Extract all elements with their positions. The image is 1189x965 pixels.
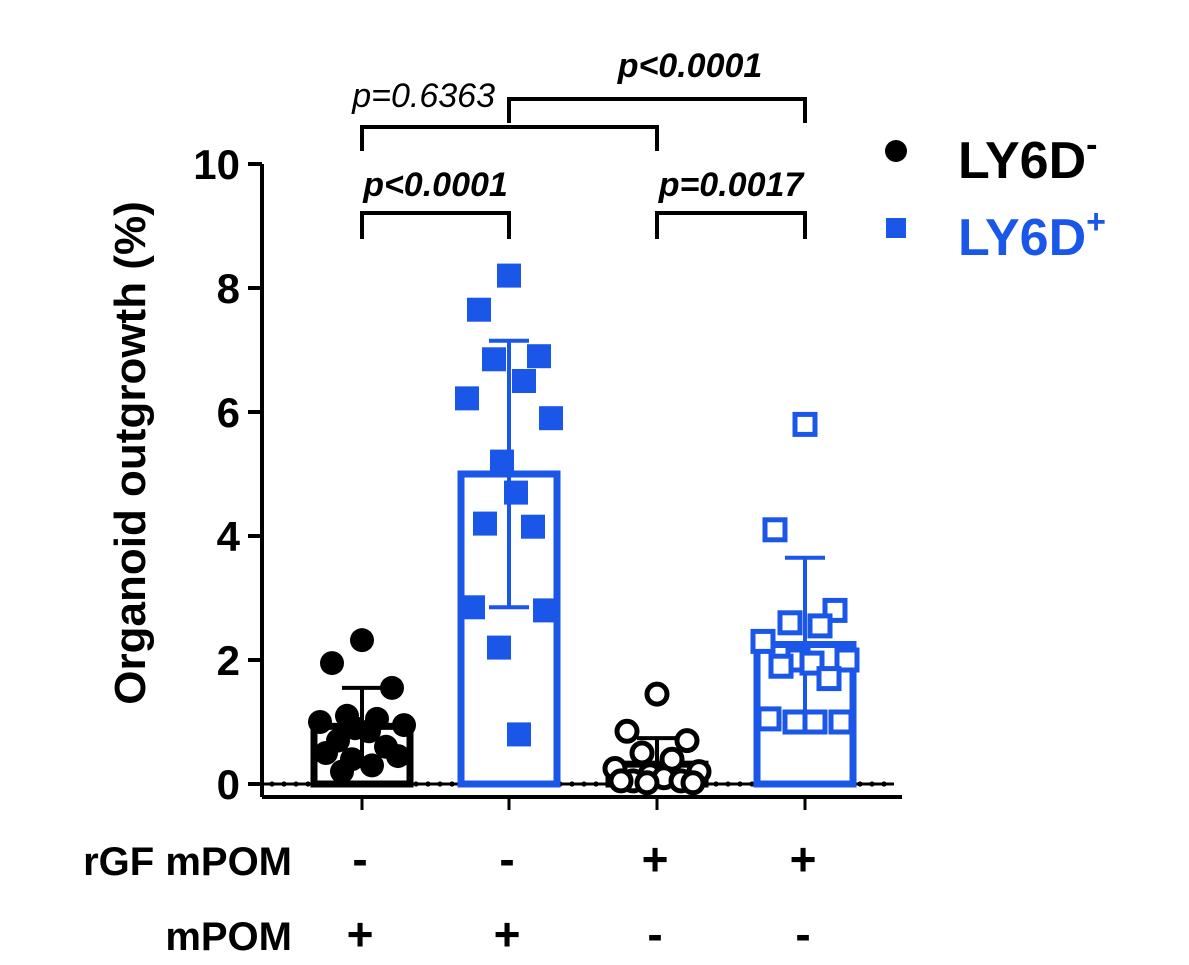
p-value-label: p<0.0001 xyxy=(617,47,763,85)
y-tick-label: 4 xyxy=(217,513,241,560)
legend-marker xyxy=(885,140,907,162)
zero-line-dot xyxy=(737,781,743,787)
zero-line-dot xyxy=(281,781,287,787)
data-point-g1 xyxy=(360,753,384,778)
legend-label-superscript: - xyxy=(1086,126,1097,164)
comparison-bracket xyxy=(507,97,807,123)
y-axis-label: Organoid outgrowth (%) xyxy=(106,201,155,704)
zero-line-dot xyxy=(725,781,731,787)
data-point-g1 xyxy=(308,710,332,734)
data-point-g1 xyxy=(320,651,344,676)
y-tick-label: 8 xyxy=(217,265,240,312)
data-point-g1 xyxy=(357,719,381,744)
zero-line-dot xyxy=(293,781,299,787)
data-point-g4 xyxy=(807,613,833,639)
data-point-g2 xyxy=(455,386,479,411)
plot-area: 0 2 4 6 8 10 p<0.0001 p=0.0017 p=0.6363 p<0.0001 L… xyxy=(83,47,1106,960)
data-point-g2 xyxy=(527,344,551,369)
data-point-g3 xyxy=(634,770,660,796)
p-value-label: p=0.6363 xyxy=(351,77,495,115)
data-point-g1 xyxy=(330,759,354,784)
data-point-g2 xyxy=(533,598,557,623)
data-point-g3 xyxy=(644,681,670,707)
data-point-g2 xyxy=(487,635,511,660)
y-tick-label: 2 xyxy=(217,637,240,684)
data-point-g4 xyxy=(750,628,776,654)
condition-row-label: rGF mPOM xyxy=(83,840,292,884)
zero-line-dot xyxy=(269,781,275,787)
data-point-g4 xyxy=(802,709,828,735)
y-tick-label: 10 xyxy=(193,141,240,188)
condition-row-label: mPOM xyxy=(165,915,292,959)
data-point-g4 xyxy=(777,610,803,636)
zero-line-dot xyxy=(869,781,875,787)
data-point-g4 xyxy=(816,666,842,692)
data-point-g4 xyxy=(768,653,794,679)
zero-line-dot xyxy=(749,781,755,787)
data-point-g2 xyxy=(473,511,497,536)
data-point-g2 xyxy=(504,480,528,505)
data-point-g2 xyxy=(467,297,491,322)
legend-label: LY6D+ xyxy=(958,203,1106,267)
data-point-g2 xyxy=(482,347,506,372)
p-value-label: p=0.0017 xyxy=(658,166,806,204)
condition-value: - xyxy=(647,908,662,960)
data-point-g2 xyxy=(539,406,563,431)
data-point-g3 xyxy=(614,718,640,744)
data-point-g3 xyxy=(674,728,700,754)
data-point-g2 xyxy=(497,263,521,288)
data-point-g2 xyxy=(521,514,545,539)
data-point-g2 xyxy=(507,722,531,747)
zero-line-dot xyxy=(449,781,455,787)
comparison-bracket xyxy=(360,125,659,151)
data-point-g1 xyxy=(386,744,410,769)
data-point-g4 xyxy=(756,706,782,732)
condition-value: - xyxy=(795,908,810,960)
data-point-g4 xyxy=(782,709,808,735)
data-point-g3 xyxy=(629,740,655,766)
condition-value: + xyxy=(790,833,817,885)
zero-line-dot xyxy=(569,781,575,787)
comparison-bracket xyxy=(360,211,511,239)
zero-line-dot xyxy=(857,781,863,787)
condition-value: - xyxy=(352,833,367,885)
zero-line-dot xyxy=(881,781,887,787)
zero-line-dot xyxy=(425,781,431,787)
data-point-g4 xyxy=(762,517,788,543)
zero-line-dot xyxy=(713,781,719,787)
legend-label-superscript: + xyxy=(1086,203,1106,241)
data-point-g1 xyxy=(392,713,416,738)
condition-value: + xyxy=(642,833,669,885)
zero-line-dot xyxy=(437,781,443,787)
legend-label: LY6D- xyxy=(958,126,1097,190)
y-tick-label: 0 xyxy=(217,761,240,808)
zero-line-dot xyxy=(413,781,419,787)
comparison-bracket xyxy=(655,211,807,239)
legend-marker xyxy=(886,218,906,238)
zero-line-dot xyxy=(593,781,599,787)
data-point-g4 xyxy=(834,647,860,673)
condition-value: + xyxy=(347,908,374,960)
data-point-g2 xyxy=(512,369,536,393)
data-point-g3 xyxy=(608,768,634,794)
data-point-g2 xyxy=(490,449,514,474)
condition-value: - xyxy=(499,833,514,885)
data-point-g1 xyxy=(350,628,374,653)
data-point-g4 xyxy=(792,411,818,437)
data-point-g1 xyxy=(380,675,404,700)
y-tick-label: 6 xyxy=(217,389,240,436)
data-point-g2 xyxy=(461,595,485,620)
data-point-g4 xyxy=(828,709,854,735)
zero-line-dot xyxy=(581,781,587,787)
p-value-label: p<0.0001 xyxy=(362,166,508,204)
data-point-g1 xyxy=(314,741,338,765)
zero-line-dot xyxy=(305,781,311,787)
condition-value: + xyxy=(494,908,521,960)
data-point-g3 xyxy=(680,770,706,796)
